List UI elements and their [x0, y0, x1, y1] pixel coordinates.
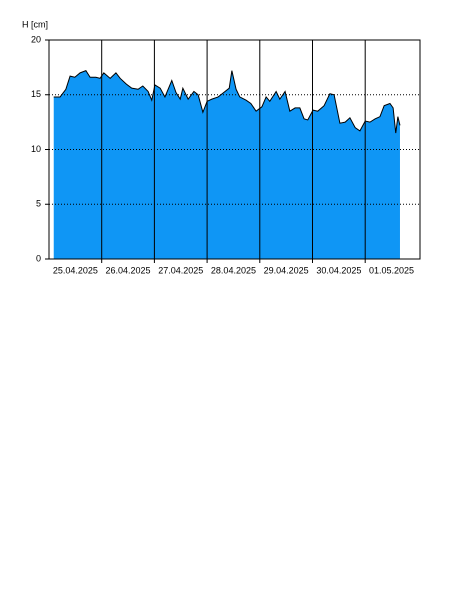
y-tick-label: 15 — [31, 89, 41, 99]
x-tick-label: 27.04.2025 — [158, 265, 203, 275]
y-tick-label: 20 — [31, 34, 41, 44]
plot-frame — [48, 39, 421, 260]
x-tick-label: 28.04.2025 — [211, 265, 256, 275]
y-tick-label: 10 — [31, 144, 41, 154]
x-tick-label: 26.04.2025 — [106, 265, 151, 275]
y-tick-label: 0 — [36, 253, 41, 263]
x-tick-label: 30.04.2025 — [316, 265, 361, 275]
x-tick-label: 29.04.2025 — [264, 265, 309, 275]
x-tick-label: 25.04.2025 — [53, 265, 98, 275]
x-tick-label: 01.05.2025 — [369, 265, 414, 275]
y-axis-label: H [cm] — [22, 19, 48, 29]
y-tick-label: 5 — [36, 199, 41, 209]
area — [53, 70, 400, 259]
area-outline — [53, 70, 401, 134]
